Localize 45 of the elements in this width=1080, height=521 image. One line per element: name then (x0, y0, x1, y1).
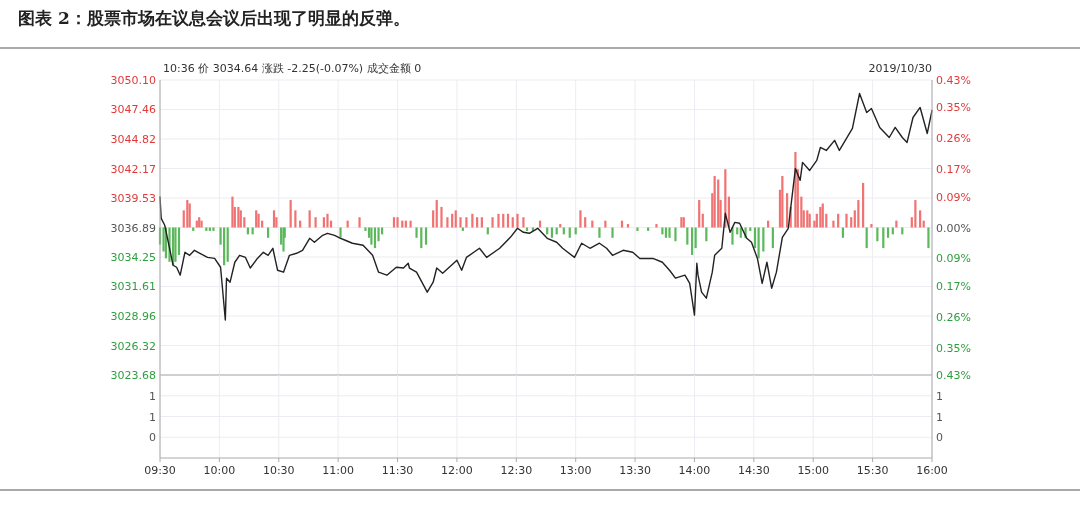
x-tick-label: 15:00 (797, 464, 830, 477)
y-tick-label: 3047.46 (110, 103, 156, 117)
x-tick-label: 10:30 (262, 464, 295, 477)
y-tick-label: 3026.32 (110, 339, 156, 353)
x-tick-label: 16:00 (916, 464, 948, 477)
y-tick-label: 3044.82 (110, 132, 156, 146)
y-tick-label: 3042.17 (110, 162, 156, 176)
y2-tick-label: 0.35% (936, 341, 971, 355)
chart-title: 图表 2：股票市场在议息会议后出现了明显的反弹。 (18, 8, 410, 28)
x-tick-label: 13:00 (559, 464, 592, 477)
y2-tick-label: 0.09% (936, 252, 971, 266)
y-tick-label: 3050.10 (110, 74, 156, 87)
x-tick-label: 11:30 (381, 464, 414, 477)
y-tick-label: 1 (149, 410, 156, 424)
y2-tick-label: 0 (936, 431, 943, 445)
y-tick-label: 3034.25 (110, 250, 156, 264)
x-tick-label: 14:30 (737, 464, 770, 477)
y2-tick-label: 1 (936, 389, 943, 403)
x-tick-label: 13:30 (619, 464, 651, 477)
y2-tick-label: 0.26% (936, 132, 971, 146)
y-tick-label: 3031.61 (110, 280, 156, 294)
y-tick-label: 1 (149, 389, 156, 403)
y2-tick-label: 1 (936, 410, 943, 424)
x-tick-label: 15:30 (856, 464, 889, 477)
y2-tick-label: 0.09% (936, 190, 971, 204)
x-tick-label: 12:00 (441, 464, 473, 477)
y2-tick-label: 0.43% (936, 74, 971, 87)
text: 2019/10/30 (868, 62, 932, 75)
x-tick-label: 12:30 (500, 464, 533, 477)
y-tick-label: 3039.53 (110, 192, 156, 206)
y-tick-label: 3036.89 (110, 221, 156, 235)
x-tick-label: 11:00 (322, 464, 355, 477)
y-tick-label: 3023.68 (110, 369, 156, 382)
y2-tick-label: 0.00% (936, 221, 971, 235)
chart-subtitle: 10:36 价 3034.64 涨跌 -2.25(-0.07%) 成交金额 0 (163, 62, 422, 75)
x-tick-label: 10:00 (203, 464, 236, 477)
y2-tick-label: 0.17% (936, 163, 971, 177)
y2-tick-label: 0.26% (936, 310, 971, 324)
y-tick-label: 0 (149, 431, 156, 445)
y2-tick-label: 0.17% (936, 279, 971, 293)
y2-tick-label: 0.43% (936, 369, 971, 382)
y2-tick-label: 0.35% (936, 101, 971, 115)
x-tick-label: 14:00 (678, 464, 711, 477)
x-tick-label: 09:30 (144, 464, 176, 477)
y-tick-label: 3028.96 (110, 310, 156, 324)
